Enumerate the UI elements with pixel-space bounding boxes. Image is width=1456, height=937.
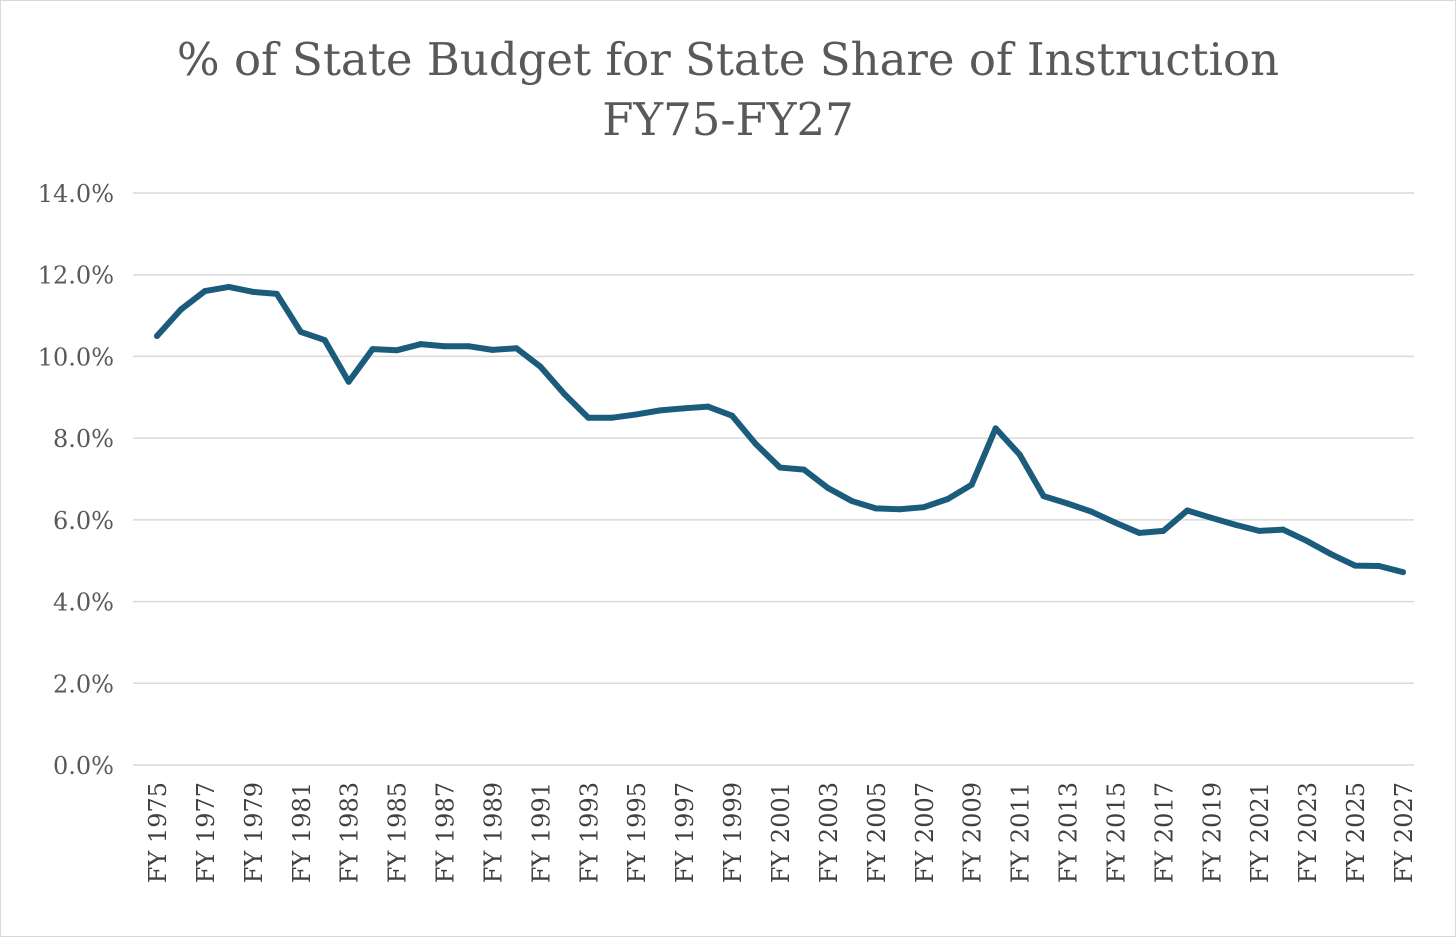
- x-tick-label: FY 2009: [959, 782, 987, 883]
- data-point: [561, 391, 568, 398]
- data-point: [1064, 500, 1071, 507]
- data-point: [609, 414, 616, 421]
- x-axis-ticks: FY 1975 FY 1977 FY 1979 FY 1981 FY 1983 FY 19…: [144, 782, 1418, 883]
- x-tick-label: FY 1991: [527, 782, 555, 883]
- data-point: [848, 498, 855, 505]
- x-tick-label: FY 2013: [1055, 782, 1083, 883]
- data-point: [1208, 514, 1215, 521]
- x-tick-label: FY 1999: [719, 782, 747, 883]
- x-tick-label: FY 2015: [1102, 782, 1130, 883]
- x-tick-label: FY 1981: [288, 782, 316, 883]
- data-point: [1112, 519, 1119, 526]
- data-point: [896, 506, 903, 513]
- y-tick-label: 10.0%: [38, 343, 114, 371]
- x-tick-label: FY 1993: [575, 782, 603, 883]
- x-tick-label: FY 1987: [432, 782, 460, 883]
- y-tick-label: 2.0%: [53, 670, 114, 698]
- y-axis-ticks: 0.0% 2.0% 4.0% 6.0% 8.0% 10.0% 12.0% 14.0%: [38, 180, 114, 780]
- x-tick-label: FY 1995: [623, 782, 651, 883]
- data-point: [657, 407, 664, 414]
- data-point: [1376, 563, 1383, 570]
- data-point: [393, 347, 400, 354]
- y-tick-label: 4.0%: [53, 589, 114, 617]
- data-point: [513, 345, 520, 352]
- data-point: [944, 496, 951, 503]
- x-tick-label: FY 2019: [1198, 782, 1226, 883]
- x-tick-label: FY 2005: [863, 782, 891, 883]
- data-point: [249, 288, 256, 295]
- data-point: [1088, 508, 1095, 515]
- data-point: [417, 341, 424, 348]
- data-point: [992, 425, 999, 432]
- data-point: [1280, 526, 1287, 533]
- x-tick-label: FY 2003: [815, 782, 843, 883]
- data-point: [824, 484, 831, 491]
- data-point: [201, 288, 208, 295]
- data-point: [345, 378, 352, 385]
- data-point: [154, 333, 160, 339]
- y-tick-label: 6.0%: [53, 507, 114, 535]
- y-tick-label: 0.0%: [53, 752, 114, 780]
- y-tick-label: 8.0%: [53, 425, 114, 453]
- data-point: [585, 414, 592, 421]
- data-point: [1328, 551, 1335, 558]
- chart-subtitle: FY75-FY27: [602, 93, 854, 146]
- data-point: [441, 343, 448, 350]
- y-tick-label: 12.0%: [38, 262, 114, 290]
- chart-title-line1: % of State Budget for State Share of Ins…: [176, 33, 1280, 86]
- data-point: [872, 505, 879, 512]
- x-tick-label: FY 2025: [1342, 782, 1370, 883]
- data-point: [1016, 451, 1023, 458]
- x-tick-label: FY 1977: [192, 782, 220, 883]
- x-tick-label: FY 1989: [479, 782, 507, 883]
- data-point: [273, 290, 280, 297]
- series-line: [154, 283, 1406, 576]
- data-point: [297, 328, 304, 335]
- x-tick-label: FY 2001: [767, 782, 795, 883]
- data-point: [681, 405, 688, 412]
- data-point: [1040, 493, 1047, 500]
- x-tick-label: FY 2021: [1246, 782, 1274, 883]
- data-point: [489, 346, 496, 353]
- data-point: [1232, 521, 1239, 528]
- data-point: [1352, 562, 1359, 569]
- x-tick-label: FY 1979: [240, 782, 268, 883]
- data-point: [777, 464, 783, 471]
- x-tick-label: FY 2027: [1390, 782, 1418, 883]
- data-point: [800, 466, 807, 473]
- data-point: [225, 283, 232, 290]
- series-layer: [154, 283, 1406, 576]
- data-point: [705, 403, 712, 410]
- data-point: [537, 363, 544, 370]
- data-point: [177, 306, 184, 313]
- data-point: [1184, 507, 1191, 514]
- data-point: [1256, 527, 1263, 534]
- x-tick-label: FY 2023: [1294, 782, 1322, 883]
- data-point: [321, 337, 328, 344]
- data-point: [633, 411, 640, 418]
- x-tick-label: FY 2011: [1007, 782, 1035, 883]
- data-point: [920, 504, 927, 511]
- x-tick-label: FY 1975: [144, 782, 172, 883]
- data-point: [369, 346, 376, 353]
- gridlines: [133, 192, 1414, 766]
- data-point: [1160, 527, 1167, 534]
- data-point: [1136, 529, 1143, 536]
- data-point: [1400, 569, 1406, 576]
- x-tick-label: FY 1985: [384, 782, 412, 883]
- data-point: [968, 481, 975, 488]
- x-tick-label: FY 2007: [911, 782, 939, 883]
- data-point: [753, 441, 760, 448]
- data-point: [465, 343, 472, 350]
- y-tick-label: 14.0%: [38, 180, 114, 208]
- x-tick-label: FY 2017: [1150, 782, 1178, 883]
- data-point: [1304, 538, 1311, 545]
- data-point: [729, 412, 736, 419]
- x-tick-label: FY 1983: [336, 782, 364, 883]
- x-tick-label: FY 1997: [671, 782, 699, 883]
- chart-title: % of State Budget for State Share of Ins…: [0, 30, 1456, 150]
